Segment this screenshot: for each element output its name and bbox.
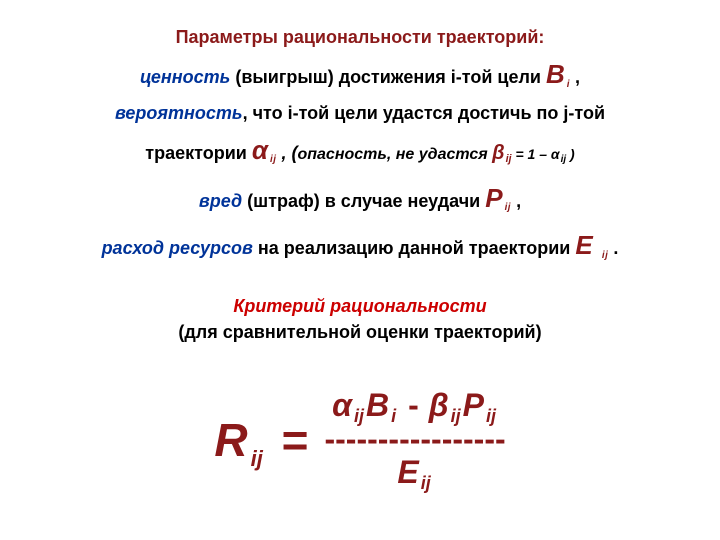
R-ij: ij: [251, 446, 263, 471]
l1-win: (выигрыш): [230, 67, 333, 87]
l3-danger: опасность, не удастся: [297, 146, 492, 163]
numerator: αijBi-βijPij: [324, 389, 505, 423]
symbol-alpha-ij: ij: [270, 154, 277, 165]
l3-b: , (: [276, 143, 297, 163]
num-B: B: [366, 387, 389, 423]
formula-fraction: αijBi-βijPij ----------------- Eij: [324, 389, 505, 490]
l1-rest: достижения i-той цели: [334, 67, 546, 87]
l4-penalty: (штраф): [242, 191, 320, 211]
den-E-ij: ij: [421, 473, 431, 493]
minus: -: [408, 387, 419, 423]
criterion-block: Критерий рациональности (для сравнительн…: [44, 293, 676, 345]
params-title: Параметры рациональности траекторий:: [44, 24, 676, 50]
num-P-ij: ij: [486, 406, 496, 426]
l3-formula: = 1 – α: [512, 146, 560, 162]
l5-rest: на реализацию данной траектории: [253, 238, 575, 258]
num-alpha: α: [332, 387, 352, 423]
denominator: Eij: [324, 456, 505, 490]
symbol-alpha: α: [252, 135, 268, 165]
l3-end: ): [566, 146, 575, 162]
divider: -----------------: [324, 423, 505, 457]
num-beta-ij: ij: [451, 406, 461, 426]
formula-R: Rij =: [214, 413, 308, 467]
l3-formula-ij: ij: [561, 154, 567, 165]
word-value: ценность: [140, 67, 230, 87]
l1-comma: ,: [570, 67, 580, 87]
line-probability: вероятность, что i-той цели удастся дост…: [44, 100, 676, 126]
l2-rest: , что i-той цели удастся достичь по j-то…: [243, 103, 605, 123]
l4-comma: ,: [511, 191, 521, 211]
num-alpha-ij: ij: [354, 406, 364, 426]
num-beta: β: [429, 387, 449, 423]
criterion-title: Критерий рациональности: [44, 293, 676, 319]
line-resources: расход ресурсов на реализацию данной тра…: [44, 227, 676, 265]
word-harm: вред: [199, 191, 242, 211]
line-value: ценность (выигрыш) достижения i-той цели…: [44, 56, 676, 94]
slide: Параметры рациональности траекторий: цен…: [0, 0, 720, 540]
l4-rest: в случае неудачи: [320, 191, 485, 211]
symbol-E: Е: [575, 230, 600, 260]
symbol-P: Р: [485, 183, 502, 213]
formula: Rij = αijBi-βijPij ----------------- Eij: [44, 379, 676, 490]
l3-a: траектории: [145, 143, 252, 163]
l5-dot: .: [608, 238, 618, 258]
eq: =: [269, 414, 309, 466]
num-P: P: [463, 387, 484, 423]
formula-wrap: Rij = αijBi-βijPij ----------------- Eij: [214, 389, 505, 490]
den-E: E: [397, 454, 418, 490]
symbol-B: В: [546, 59, 565, 89]
symbol-P-ij: ij: [505, 202, 512, 213]
symbol-E-ij: ij: [602, 250, 609, 261]
R: R: [214, 414, 247, 466]
title-text: Параметры рациональности траекторий:: [176, 27, 545, 47]
num-B-i: i: [391, 406, 396, 426]
line-trajectory: траектории αij , (опасность, не удастся …: [44, 132, 676, 170]
symbol-B-i: i: [567, 79, 570, 90]
word-prob: вероятность: [115, 103, 243, 123]
symbol-beta: β: [492, 142, 504, 164]
symbol-beta-ij: ij: [506, 153, 512, 165]
line-harm: вред (штраф) в случае неудачи Рij ,: [44, 180, 676, 218]
word-resources: расход ресурсов: [102, 238, 253, 258]
criterion-subtitle: (для сравнительной оценки траекторий): [44, 319, 676, 345]
